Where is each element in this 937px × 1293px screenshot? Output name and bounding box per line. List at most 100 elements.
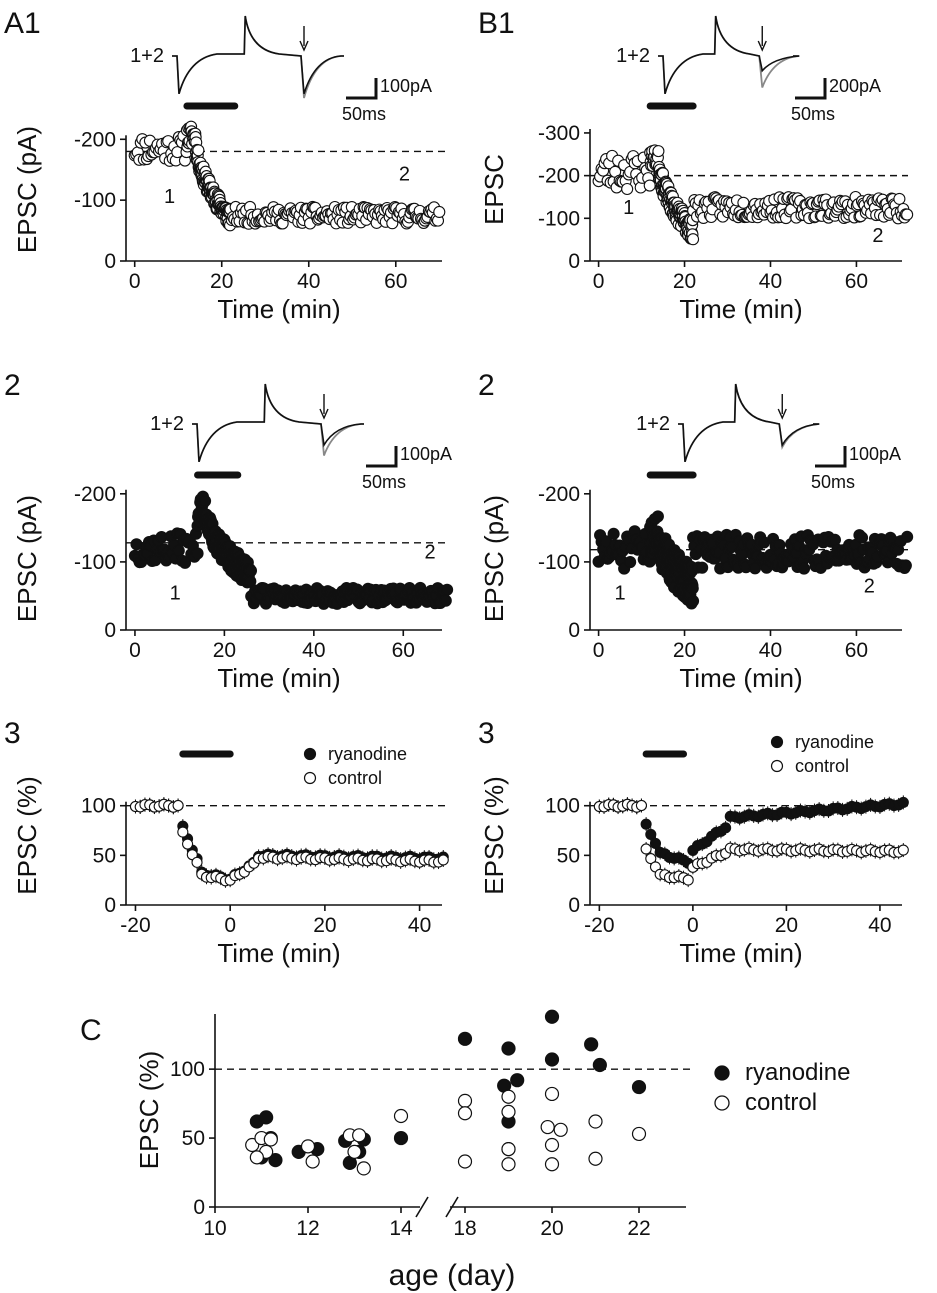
data-point bbox=[259, 1110, 274, 1125]
data-points bbox=[592, 144, 914, 246]
data-point bbox=[645, 853, 657, 865]
y-tick-label: 50 bbox=[182, 1127, 205, 1150]
example-trace: 1+2 100pA 50ms bbox=[150, 383, 452, 492]
data-points bbox=[129, 797, 449, 888]
y-tick-label: -300 bbox=[538, 122, 580, 145]
data-point bbox=[640, 818, 652, 830]
trace-grey bbox=[172, 15, 344, 99]
x-tick-label: 12 bbox=[296, 1217, 319, 1240]
data-point bbox=[682, 874, 694, 886]
legend-label: ryanodine bbox=[328, 744, 407, 764]
scale-bar bbox=[795, 78, 827, 100]
data-points bbox=[593, 795, 909, 888]
series-control bbox=[129, 797, 449, 888]
data-point bbox=[828, 533, 841, 546]
data-point bbox=[347, 1144, 362, 1159]
legend-marker-control bbox=[303, 771, 317, 785]
data-points bbox=[128, 490, 454, 610]
trace-label: 1+2 bbox=[636, 413, 670, 435]
y-tick-label: -100 bbox=[538, 207, 580, 230]
x-tick-label: 60 bbox=[392, 639, 415, 662]
data-point bbox=[544, 1157, 560, 1172]
data-point bbox=[720, 822, 732, 834]
x-tick-label: -20 bbox=[120, 914, 150, 937]
trace-black bbox=[678, 383, 820, 463]
x-axis-title: age (day) bbox=[389, 1259, 516, 1292]
x-tick-label: 0 bbox=[224, 914, 236, 937]
y-tick-label: -100 bbox=[538, 551, 580, 574]
data-point bbox=[457, 1093, 473, 1108]
data-point bbox=[901, 208, 914, 221]
data-point bbox=[686, 594, 700, 608]
y-tick-label: 100 bbox=[81, 795, 116, 818]
scale-x-label: 50ms bbox=[362, 472, 406, 492]
y-tick-label: 50 bbox=[93, 844, 116, 867]
data-point bbox=[501, 1089, 516, 1104]
data-point bbox=[592, 1057, 607, 1073]
x-tick-label: 40 bbox=[408, 914, 431, 937]
data-point bbox=[897, 796, 909, 808]
data-point bbox=[748, 562, 762, 575]
annotation-label: 1 bbox=[615, 582, 626, 604]
scale-bar bbox=[366, 446, 398, 468]
data-point bbox=[501, 1104, 516, 1119]
data-point bbox=[433, 205, 446, 219]
data-point bbox=[457, 1031, 473, 1046]
annotation-label: 2 bbox=[399, 164, 410, 186]
legend-marker-ryanodine bbox=[303, 747, 317, 761]
x-tick-label: 20 bbox=[313, 914, 336, 937]
trace-grey bbox=[678, 383, 820, 463]
y-axis-title: EPSC (pA) bbox=[12, 495, 42, 622]
y-tick-label: 100 bbox=[170, 1058, 205, 1081]
data-point bbox=[640, 843, 652, 855]
data-point bbox=[263, 1132, 278, 1147]
panel-label: C bbox=[80, 1014, 102, 1047]
scale-y-label: 100pA bbox=[849, 444, 901, 464]
data-point bbox=[457, 1154, 473, 1169]
data-point bbox=[172, 799, 184, 812]
data-point bbox=[501, 1041, 516, 1056]
data-point bbox=[631, 1126, 647, 1142]
data-point bbox=[191, 547, 204, 560]
annotation-label: 2 bbox=[425, 542, 436, 564]
x-tick-label: 60 bbox=[384, 270, 407, 293]
example-trace: 1+2 200pA 50ms bbox=[616, 15, 881, 124]
data-point bbox=[855, 531, 869, 544]
y-tick-label: 0 bbox=[193, 1196, 205, 1219]
data-point bbox=[899, 559, 912, 572]
x-tick-label: 40 bbox=[759, 270, 782, 293]
y-tick-label: -200 bbox=[74, 128, 116, 151]
y-axis-title: EPSC (%) bbox=[479, 776, 509, 894]
trace-black bbox=[192, 383, 364, 463]
annotation-label: 1 bbox=[623, 197, 634, 219]
data-point bbox=[797, 562, 811, 575]
arrow-head bbox=[319, 408, 329, 420]
y-tick-label: 0 bbox=[568, 619, 580, 642]
data-point bbox=[607, 527, 620, 540]
x-tick-label: 20 bbox=[213, 639, 236, 662]
data-point bbox=[439, 594, 452, 607]
trace-black bbox=[658, 15, 800, 95]
scale-x-label: 50ms bbox=[342, 104, 386, 124]
x-tick-label: 0 bbox=[593, 270, 605, 293]
data-point bbox=[544, 1086, 560, 1102]
data-point bbox=[621, 182, 634, 196]
x-tick-label: 0 bbox=[129, 270, 141, 293]
data-point bbox=[249, 1150, 264, 1165]
axis-break-mark bbox=[415, 1196, 429, 1218]
y-tick-label: 0 bbox=[104, 619, 116, 642]
arrow-head bbox=[777, 408, 787, 420]
data-point bbox=[172, 544, 185, 557]
x-axis-title: Time (min) bbox=[679, 663, 802, 693]
data-point bbox=[897, 844, 909, 856]
data-point bbox=[588, 1114, 603, 1129]
y-tick-label: 0 bbox=[568, 894, 580, 917]
panel-label: 3 bbox=[478, 717, 495, 750]
panel-b1: B1 0 20 40 60 0 -100 -200 -300 Time (min) EPSC 1 2 1+… bbox=[478, 7, 914, 324]
x-tick-label: 0 bbox=[687, 914, 699, 937]
x-tick-label: 40 bbox=[297, 270, 320, 293]
data-point bbox=[584, 1037, 599, 1052]
scale-bar bbox=[815, 446, 847, 468]
data-point bbox=[624, 556, 637, 569]
